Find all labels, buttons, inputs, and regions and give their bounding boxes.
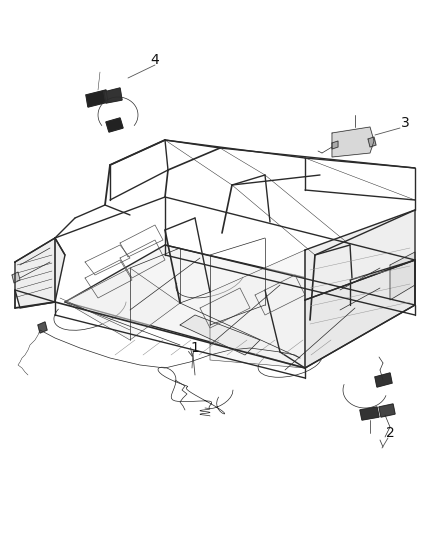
Polygon shape — [390, 252, 415, 300]
Polygon shape — [379, 404, 395, 417]
Polygon shape — [65, 245, 410, 368]
Polygon shape — [332, 141, 338, 149]
Polygon shape — [106, 118, 123, 132]
Polygon shape — [210, 250, 305, 368]
Polygon shape — [65, 268, 180, 340]
Polygon shape — [15, 238, 65, 308]
Polygon shape — [368, 137, 376, 147]
Polygon shape — [104, 88, 122, 103]
Polygon shape — [86, 90, 108, 107]
Polygon shape — [12, 272, 20, 283]
Polygon shape — [305, 210, 415, 300]
Polygon shape — [38, 322, 47, 333]
Text: 3: 3 — [401, 116, 410, 130]
Text: 2: 2 — [385, 426, 394, 440]
Polygon shape — [332, 127, 374, 157]
Polygon shape — [305, 260, 415, 368]
Polygon shape — [180, 315, 260, 355]
Polygon shape — [375, 373, 392, 387]
Text: 1: 1 — [191, 341, 199, 355]
Text: 4: 4 — [151, 53, 159, 67]
Polygon shape — [360, 407, 379, 420]
